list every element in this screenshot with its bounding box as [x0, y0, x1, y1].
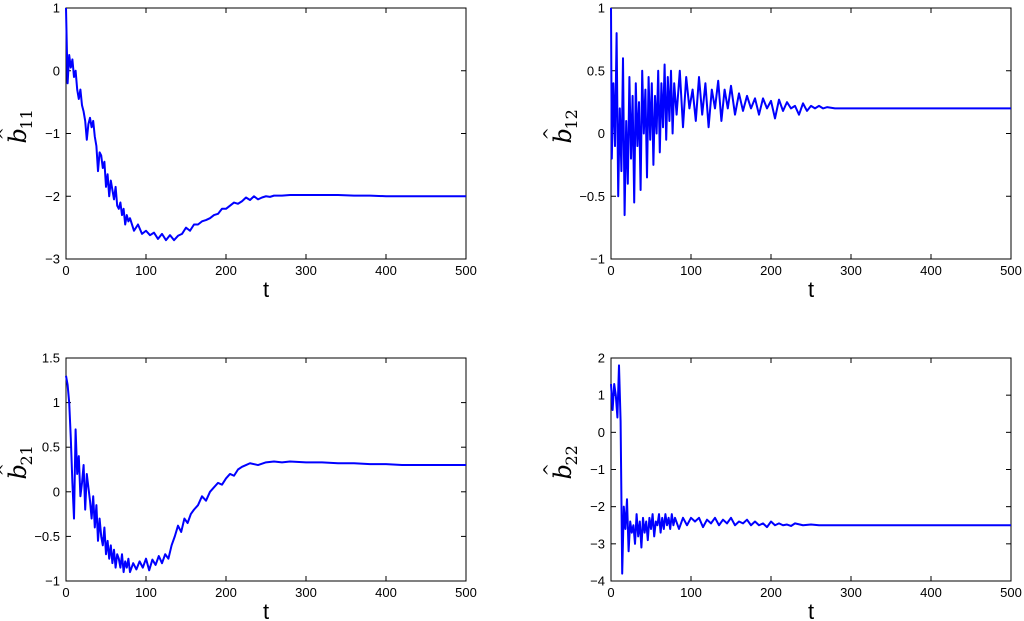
axes-frame-b11: [65, 7, 467, 260]
x-tick-label: 300: [295, 263, 317, 278]
y-axis-label-hat: ^: [0, 463, 14, 476]
y-axis-label-base: b: [4, 464, 32, 479]
x-tick-label: 400: [375, 263, 397, 278]
y-axis-label: b^12: [540, 109, 581, 143]
axes-frame-b22: [610, 357, 1012, 582]
x-axis-label: t: [808, 277, 814, 302]
x-tick-label: 0: [607, 263, 614, 278]
y-axis-label-subscript: 21: [17, 445, 36, 465]
y-tick-label: 1.5: [42, 351, 60, 366]
y-tick-label: 0: [598, 425, 605, 440]
plot-b21: 0 100 200 300 400 500 −1 −0.5 0 0.5 1 1.5 t b^21: [0, 351, 477, 621]
x-tick-label: 300: [295, 585, 317, 600]
y-tick-label: −2: [590, 499, 605, 514]
series-line-b21: [65, 375, 466, 574]
y-tick-label: −1: [45, 126, 60, 141]
y-axis-label: b^22: [540, 445, 581, 479]
x-axis-label: t: [263, 599, 269, 621]
y-axis-label-subscript: 12: [562, 109, 581, 129]
y-tick-label: −1: [45, 574, 60, 589]
series-line-b11: [65, 7, 466, 242]
y-tick-label: −0.5: [34, 529, 60, 544]
x-tick-label: 100: [680, 585, 702, 600]
x-tick-label: 500: [455, 263, 477, 278]
y-axis-label-subscript: 22: [562, 445, 581, 465]
x-tick-label: 400: [375, 585, 397, 600]
x-tick-label: 200: [760, 585, 782, 600]
y-tick-label: −2: [45, 189, 60, 204]
x-tick-label: 100: [135, 263, 157, 278]
y-axis-label-subscript: 11: [17, 109, 36, 129]
y-tick-label: −1: [590, 252, 605, 267]
y-axis-label-base: b: [549, 464, 577, 479]
y-tick-label: −0.5: [579, 189, 605, 204]
x-axis-label: t: [263, 277, 269, 302]
y-axis-label: b^21: [0, 445, 36, 479]
x-axis-label: t: [808, 599, 814, 621]
x-tick-label: 200: [215, 263, 237, 278]
plot-b11: 0 100 200 300 400 500 −3 −2 −1 0 1 t b^11: [0, 1, 477, 303]
y-axis-label-base: b: [4, 128, 32, 143]
x-tick-label: 200: [215, 585, 237, 600]
y-tick-label: 1: [53, 395, 60, 410]
y-tick-label: 0: [53, 484, 60, 499]
x-tick-label: 200: [760, 263, 782, 278]
y-tick-label: −3: [590, 536, 605, 551]
y-tick-label: 0: [53, 63, 60, 78]
y-tick-label: 1: [598, 388, 605, 403]
plot-b12: 0 100 200 300 400 500 −1 −0.5 0 0.5 1 t b^12: [540, 1, 1022, 303]
y-axis-label-hat: ^: [0, 127, 14, 140]
y-tick-label: −4: [590, 574, 605, 589]
x-tick-label: 400: [920, 585, 942, 600]
axes-frame-b12: [610, 7, 1012, 260]
y-tick-label: 0: [598, 126, 605, 141]
x-tick-label: 0: [607, 585, 614, 600]
x-tick-label: 100: [135, 585, 157, 600]
y-axis-label-base: b: [549, 128, 577, 143]
series-line-b22: [610, 364, 1011, 575]
plot-b22: 0 100 200 300 400 500 −4 −3 −2 −1 0 1 2 t b^22: [540, 351, 1022, 621]
series-line-b12: [610, 7, 1011, 217]
y-tick-label: −1: [590, 462, 605, 477]
y-tick-label: 1: [53, 1, 60, 16]
y-tick-label: 0.5: [587, 63, 605, 78]
x-tick-label: 400: [920, 263, 942, 278]
x-tick-label: 0: [62, 585, 69, 600]
y-axis-label-hat: ^: [540, 127, 559, 140]
y-tick-label: 2: [598, 351, 605, 366]
x-tick-label: 0: [62, 263, 69, 278]
x-tick-label: 300: [840, 263, 862, 278]
x-tick-label: 300: [840, 585, 862, 600]
y-axis-label: b^11: [0, 109, 36, 143]
x-tick-label: 100: [680, 263, 702, 278]
y-tick-label: 1: [598, 1, 605, 16]
axes-frame-b21: [65, 357, 467, 582]
x-tick-label: 500: [1000, 263, 1022, 278]
y-axis-label-hat: ^: [540, 463, 559, 476]
y-tick-label: −3: [45, 252, 60, 267]
x-tick-label: 500: [455, 585, 477, 600]
x-tick-label: 500: [1000, 585, 1022, 600]
y-tick-label: 0.5: [42, 440, 60, 455]
